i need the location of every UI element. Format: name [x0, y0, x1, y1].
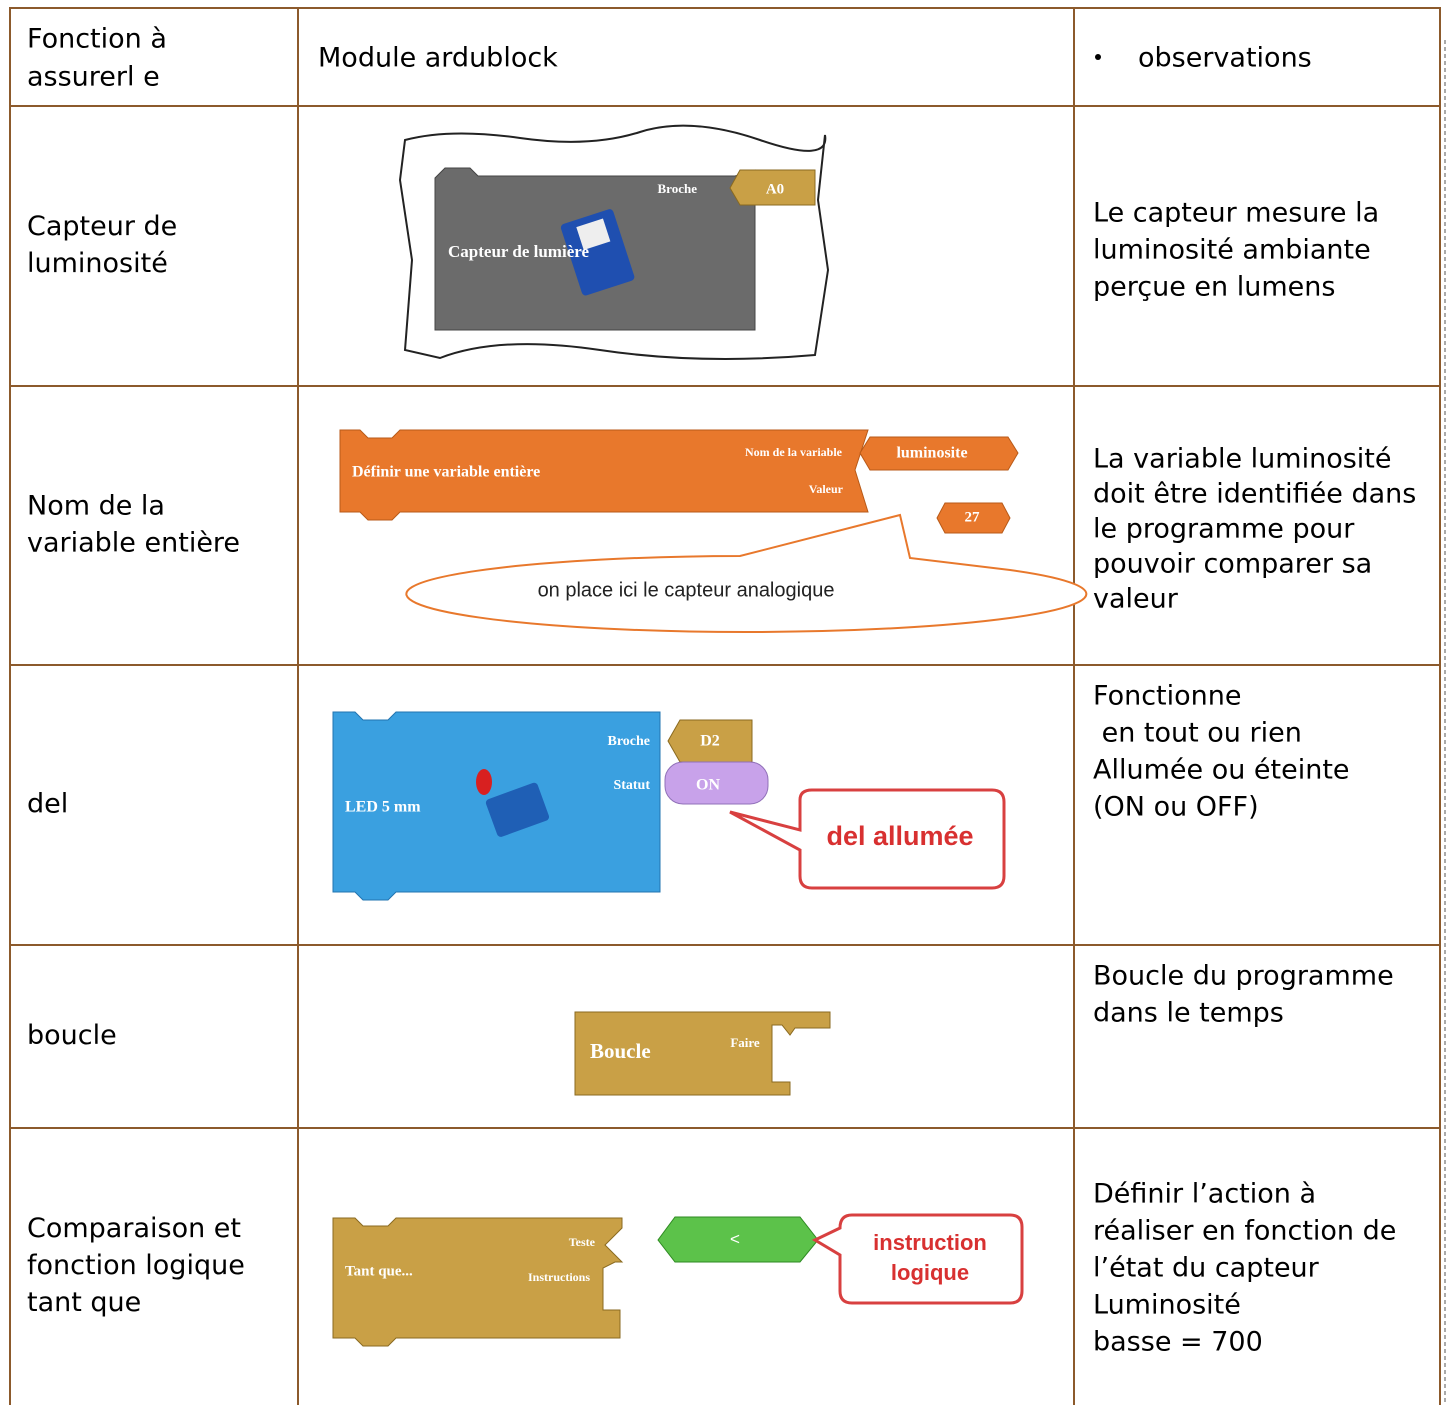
observation-cell: valeur [1093, 584, 1179, 615]
bullet [1095, 54, 1101, 60]
callout-text: del allumée [826, 821, 973, 851]
variable-block [339, 429, 1088, 633]
callout-text: on place ici le capteur analogique [538, 579, 835, 601]
block-value: luminosite [896, 445, 967, 462]
block-title: LED 5 mm [345, 799, 421, 816]
header-cell: assurerl e [27, 62, 160, 93]
function-cell: del [27, 789, 68, 820]
observation-cell: Définir l’action à [1093, 1179, 1316, 1210]
function-cell: Capteur de [27, 211, 177, 242]
block-value: ON [696, 777, 720, 794]
observation-cell: luminosité ambiante [1093, 235, 1371, 266]
function-cell: fonction logique [27, 1250, 245, 1281]
block-label: Statut [613, 778, 650, 793]
observation-cell: dans le temps [1093, 998, 1284, 1029]
block-label: Broche [607, 734, 650, 749]
table-grid [9, 7, 1441, 1405]
block-title: Définir une variable entière [352, 464, 540, 481]
operator: < [730, 1229, 740, 1248]
block-value: D2 [700, 733, 720, 750]
observation-cell: réaliser en fonction de [1093, 1216, 1396, 1247]
block-label: Instructions [528, 1270, 590, 1284]
block-title: Capteur de lumière [448, 242, 589, 261]
observation-cell: basse = 700 [1093, 1327, 1263, 1358]
header-cell: Module ardublock [318, 43, 558, 74]
block-value: A0 [766, 181, 784, 197]
sensor-block [398, 124, 830, 360]
function-cell: Nom de la [27, 491, 165, 522]
block-label: Valeur [809, 482, 844, 496]
function-cell: boucle [27, 1020, 117, 1051]
block-value: 27 [965, 509, 981, 525]
observation-cell: perçue en lumens [1093, 272, 1335, 303]
block-label: Nom de la variable [745, 445, 843, 459]
header-cell: observations [1138, 43, 1312, 74]
observation-cell: Boucle du programme [1093, 961, 1394, 992]
header-cell: Fonction à [27, 24, 167, 55]
observation-cell: pouvoir comparer sa [1093, 549, 1372, 580]
loop-block [574, 1011, 831, 1096]
block-title: Tant que... [345, 1263, 413, 1279]
block-label: Faire [730, 1035, 760, 1050]
observation-cell: Luminosité [1093, 1290, 1241, 1321]
led-block [332, 711, 1006, 901]
function-cell: variable entière [27, 528, 240, 559]
function-cell: Comparaison et [27, 1213, 241, 1244]
observation-cell: en tout ou rien [1093, 718, 1302, 749]
callout-text: logique [891, 1260, 969, 1285]
callout-text: instruction [873, 1230, 987, 1255]
while-block [332, 1213, 1024, 1347]
function-cell: luminosité [27, 248, 168, 279]
block-title: Boucle [590, 1039, 651, 1063]
observation-cell: doit être identifiée dans [1093, 479, 1416, 510]
observation-cell: le programme pour [1093, 514, 1355, 545]
observation-cell: Allumée ou éteinte [1093, 755, 1350, 786]
block-label: Broche [658, 181, 698, 196]
observation-cell: l’état du capteur [1093, 1253, 1320, 1284]
observation-cell: (ON ou OFF) [1093, 792, 1259, 823]
function-cell: tant que [27, 1287, 141, 1318]
observation-cell: Le capteur mesure la [1093, 198, 1379, 229]
observation-cell: La variable luminosité [1093, 444, 1392, 475]
block-label: Teste [569, 1235, 596, 1249]
observation-cell: Fonctionne [1093, 681, 1242, 712]
